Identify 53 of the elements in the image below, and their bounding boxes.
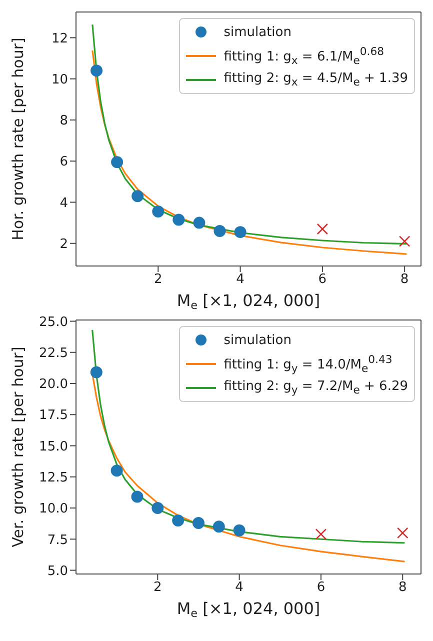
point	[398, 236, 410, 247]
line-series	[92, 24, 408, 245]
y-tick-label: 12.5	[39, 470, 68, 486]
x-tick-label: 2	[154, 272, 162, 288]
x-tick-label: 8	[398, 580, 407, 596]
point	[234, 226, 246, 238]
point	[193, 216, 206, 229]
y-tick-label: 12	[51, 31, 68, 46]
point	[110, 464, 123, 477]
point	[233, 524, 246, 536]
x-tick-label: 6	[318, 272, 327, 288]
point	[90, 366, 102, 378]
point	[214, 225, 226, 238]
x-tick-label: 6	[316, 580, 326, 596]
y-tick-label: 17.5	[39, 408, 68, 424]
point	[152, 206, 164, 218]
point	[315, 528, 327, 540]
y-tick-label: 20.0	[39, 377, 68, 392]
point	[90, 64, 103, 77]
y-tick-label: 4	[60, 196, 68, 211]
y-tick-label: 8	[60, 114, 68, 129]
point	[172, 214, 185, 226]
legend-label: simulation	[224, 24, 292, 40]
x-tick-label: 4	[236, 272, 244, 288]
point	[111, 156, 124, 168]
point	[152, 502, 164, 514]
legend-label: fitting 2: g$_{x}$ = 4.5/M$_{e}$ + 1.39	[224, 71, 408, 89]
point	[172, 514, 184, 526]
y-tick-label: 22.5	[39, 346, 68, 361]
y-tick-label: 5.0	[47, 564, 68, 579]
legend-label: simulation	[224, 332, 292, 348]
y-tick-label: 25.0	[39, 314, 68, 330]
point	[192, 516, 204, 529]
y-tick-label: 15.0	[39, 439, 68, 454]
y-tick-label: 10	[51, 72, 68, 88]
y-axis-title: Hor. growth rate [per hour]	[9, 38, 27, 240]
point	[131, 490, 144, 503]
point	[212, 520, 225, 533]
y-axis-title: Ver. growth rate [per hour]	[9, 346, 27, 548]
x-axis-title: M$_{e}$ [×1, 024, 000]	[176, 599, 320, 620]
legend-label: fitting 2: g$_{y}$ = 7.2/M$_{e}$ + 6.29	[224, 379, 408, 397]
x-tick-label: 8	[400, 272, 409, 288]
y-tick-label: 2	[60, 236, 68, 252]
x-tick-label: 4	[235, 580, 244, 596]
point	[396, 527, 408, 539]
x-axis-title: M$_{e}$ [×1, 024, 000]	[176, 291, 320, 312]
y-tick-label: 10.0	[39, 502, 68, 517]
point	[316, 223, 328, 235]
line-series	[92, 329, 406, 544]
y-tick-label: 7.5	[47, 532, 68, 548]
y-tick-label: 6	[60, 154, 68, 170]
point	[132, 190, 144, 202]
x-tick-label: 2	[154, 580, 162, 596]
